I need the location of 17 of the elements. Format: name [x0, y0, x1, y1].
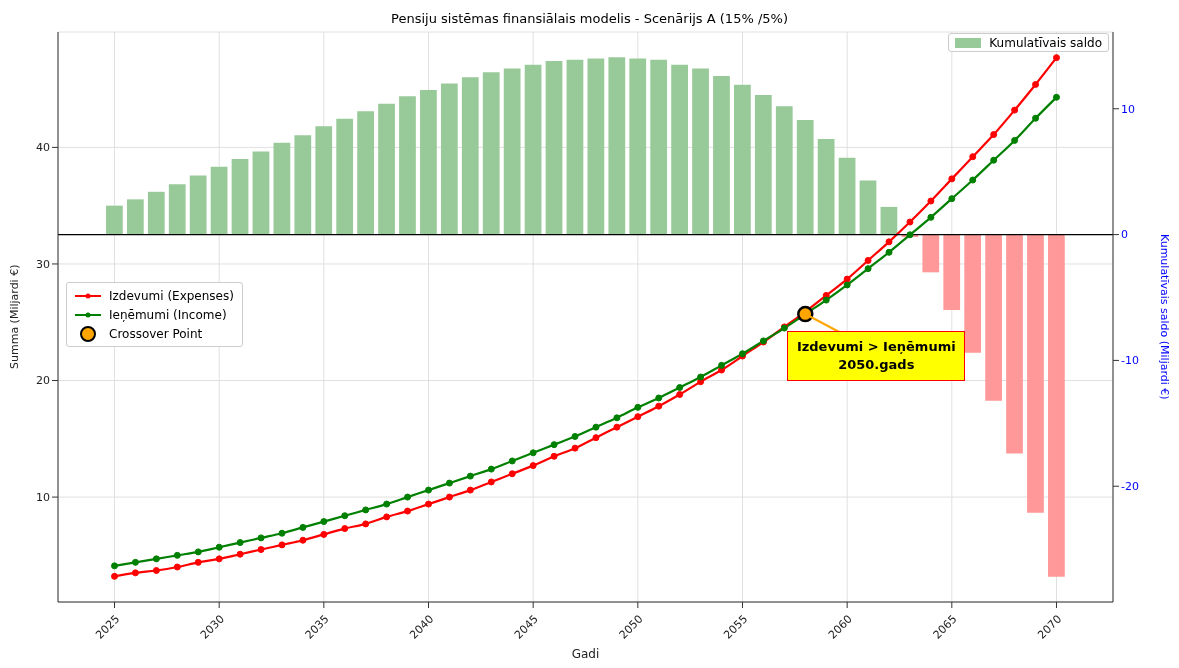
- x-axis-title: Gadi: [570, 646, 601, 662]
- y-tick-label: 20: [36, 374, 50, 388]
- y2-tick-label: 10: [1121, 102, 1135, 116]
- y-tick-label: 40: [36, 141, 50, 155]
- y-axis-title: Summa (Miljardi €): [8, 263, 22, 372]
- legend-label: Crossover Point: [109, 326, 203, 341]
- legend-label: Kumulatīvais saldo: [989, 35, 1102, 50]
- y2-axis-title: Kumulatīvais saldo (Miljardi €): [1157, 233, 1171, 402]
- y-tick-label: 30: [36, 257, 50, 271]
- y2-tick-label: -20: [1121, 480, 1139, 494]
- y2-tick-label: 0: [1121, 228, 1128, 242]
- y-tick-label: 10: [36, 491, 50, 504]
- y2-tick-label: -10: [1121, 354, 1139, 368]
- legend-label: Izdevumi (Expenses): [109, 288, 234, 303]
- chart-title: Pensiju sistēmas finansiālais modelis - Scenārijs A (15% /5%): [390, 10, 789, 28]
- legend-label: Ieņēmumi (Income): [109, 307, 227, 322]
- annotation: Izdevumi > Ieņēmumi 2050.gads: [795, 338, 957, 375]
